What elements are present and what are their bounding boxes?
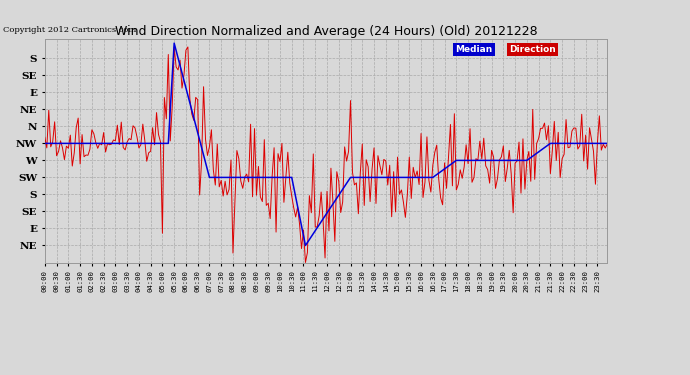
Text: Median: Median xyxy=(455,45,493,54)
Text: Direction: Direction xyxy=(509,45,555,54)
Text: Copyright 2012 Cartronics.com: Copyright 2012 Cartronics.com xyxy=(3,26,137,34)
Title: Wind Direction Normalized and Average (24 Hours) (Old) 20121228: Wind Direction Normalized and Average (2… xyxy=(115,25,538,38)
